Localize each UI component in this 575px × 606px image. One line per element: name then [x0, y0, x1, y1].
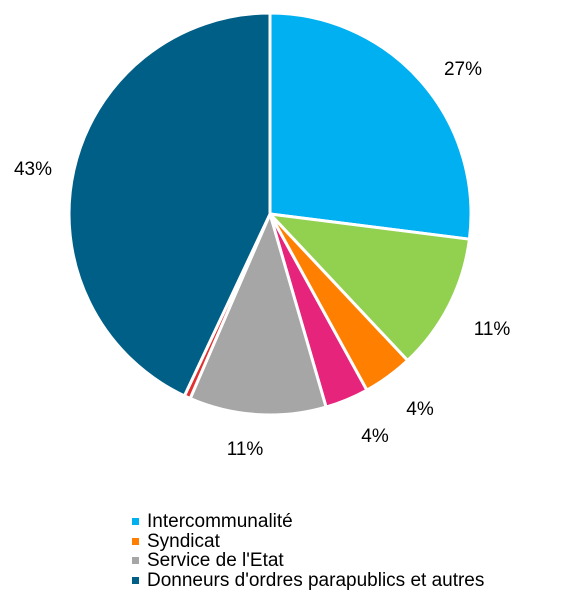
data-label-0: 27%	[444, 59, 482, 80]
legend-label-0: Intercommunalité	[147, 511, 293, 532]
legend-item-2: Service de l'Etat	[132, 551, 484, 571]
pie-slices	[67, 11, 473, 417]
legend-item-3: Donneurs d'ordres parapublics et autres	[132, 569, 485, 591]
data-label-4: 11%	[227, 439, 264, 460]
legend-label-1: Syndicat	[147, 530, 220, 552]
pie-slice-1	[268, 212, 471, 363]
legend-label-3: Donneurs d'ordres parapublics et autres	[147, 569, 485, 591]
data-label-2: 4%	[406, 399, 434, 420]
legend-swatch-3	[132, 576, 139, 584]
pie-data-labels: 27% 11% 4% 4% 11% 43%	[14, 59, 510, 460]
legend-item-0: Intercommunalité	[132, 512, 484, 532]
data-label-3: 4%	[361, 426, 389, 447]
legend-swatch-0	[132, 518, 139, 526]
data-label-1: 11%	[474, 319, 511, 340]
legend-swatch-2	[132, 557, 139, 565]
legend-label-2: Service de l'Etat	[147, 550, 284, 571]
data-label-6: 43%	[14, 159, 52, 180]
chart-legend: Intercommunalité Syndicat Service de l'Eta…	[132, 512, 484, 590]
pie-slice-6	[67, 11, 272, 398]
pie-slice-4	[188, 212, 328, 417]
legend-swatch-1	[132, 537, 139, 545]
legend-item-1: Syndicat	[132, 530, 484, 552]
pie-slice-0	[268, 11, 473, 241]
